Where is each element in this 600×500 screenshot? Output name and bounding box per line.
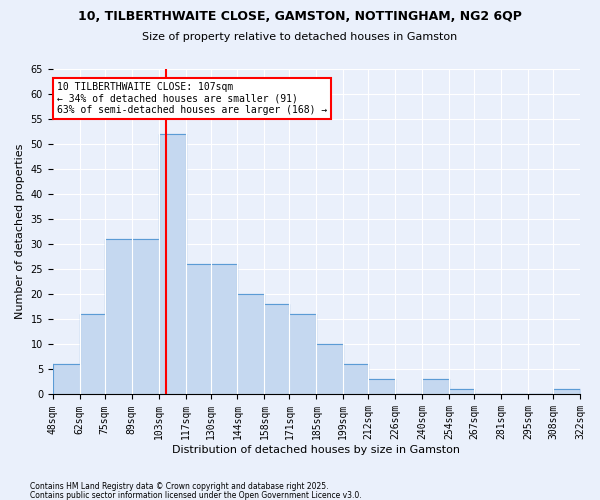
Text: Contains HM Land Registry data © Crown copyright and database right 2025.: Contains HM Land Registry data © Crown c… bbox=[30, 482, 329, 491]
Text: 10, TILBERTHWAITE CLOSE, GAMSTON, NOTTINGHAM, NG2 6QP: 10, TILBERTHWAITE CLOSE, GAMSTON, NOTTIN… bbox=[78, 10, 522, 23]
X-axis label: Distribution of detached houses by size in Gamston: Distribution of detached houses by size … bbox=[172, 445, 460, 455]
Text: Size of property relative to detached houses in Gamston: Size of property relative to detached ho… bbox=[142, 32, 458, 42]
Text: 10 TILBERTHWAITE CLOSE: 107sqm
← 34% of detached houses are smaller (91)
63% of : 10 TILBERTHWAITE CLOSE: 107sqm ← 34% of … bbox=[56, 82, 327, 114]
Y-axis label: Number of detached properties: Number of detached properties bbox=[15, 144, 25, 320]
Text: Contains public sector information licensed under the Open Government Licence v3: Contains public sector information licen… bbox=[30, 490, 362, 500]
